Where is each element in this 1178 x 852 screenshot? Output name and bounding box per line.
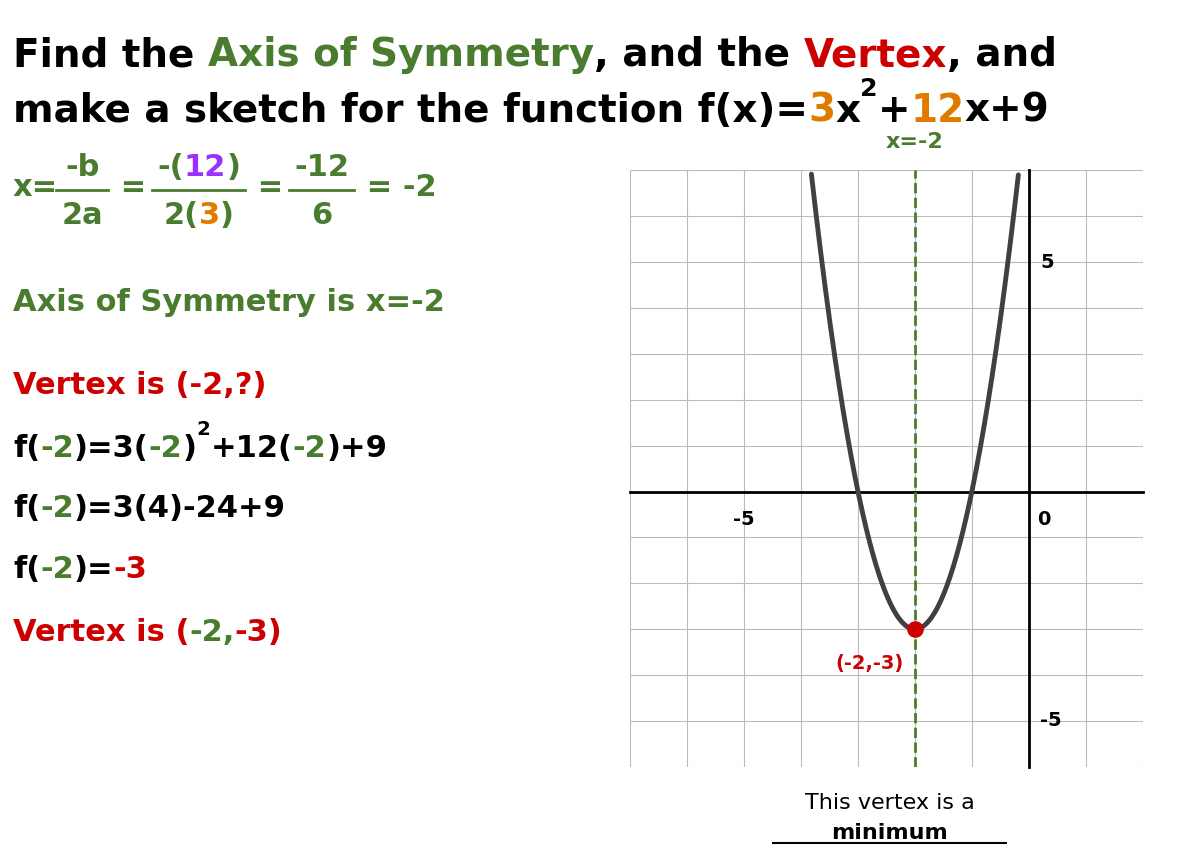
Text: , and: , and <box>947 37 1057 74</box>
Text: 2: 2 <box>197 420 211 439</box>
Text: =: = <box>247 173 294 202</box>
Text: -b: -b <box>65 153 99 182</box>
Text: 12: 12 <box>911 92 965 130</box>
Text: =: = <box>111 173 157 202</box>
Text: = -2: = -2 <box>356 173 437 202</box>
Text: 3: 3 <box>808 92 835 130</box>
Text: Vertex is (: Vertex is ( <box>13 618 190 647</box>
Text: +: + <box>878 92 911 130</box>
Text: -3): -3) <box>234 618 283 647</box>
Text: f(: f( <box>13 494 40 523</box>
Text: -2: -2 <box>148 434 183 463</box>
Text: -2: -2 <box>40 555 74 584</box>
Text: Vertex is (-2,?): Vertex is (-2,?) <box>13 371 266 400</box>
Text: -2,: -2, <box>190 618 234 647</box>
Text: , and the: , and the <box>594 37 803 74</box>
Text: ): ) <box>220 201 233 230</box>
Text: -5: -5 <box>1040 711 1061 730</box>
Text: Find the: Find the <box>13 37 207 74</box>
Text: )=3(: )=3( <box>74 434 148 463</box>
Text: x=: x= <box>13 173 58 202</box>
Text: Axis of Symmetry is x=-2: Axis of Symmetry is x=-2 <box>13 288 445 317</box>
Text: minimum: minimum <box>830 823 948 843</box>
Text: f(: f( <box>13 434 40 463</box>
Text: This vertex is a: This vertex is a <box>805 792 974 813</box>
Text: -2: -2 <box>40 434 74 463</box>
Text: ): ) <box>183 434 197 463</box>
Text: 2a: 2a <box>61 201 102 230</box>
Text: 3: 3 <box>199 201 220 230</box>
Text: -(: -( <box>157 153 184 182</box>
Text: 0: 0 <box>1038 509 1051 529</box>
Text: (-2,-3): (-2,-3) <box>835 654 904 673</box>
Text: +12(: +12( <box>211 434 292 463</box>
Text: x+9: x+9 <box>965 92 1050 130</box>
Point <box>906 622 925 636</box>
Text: 6: 6 <box>311 201 332 230</box>
Text: -12: -12 <box>294 153 349 182</box>
Text: 2: 2 <box>860 78 878 101</box>
Text: -2: -2 <box>292 434 326 463</box>
Text: 2(: 2( <box>164 201 199 230</box>
Text: ): ) <box>226 153 240 182</box>
Text: -2: -2 <box>40 494 74 523</box>
Text: make a sketch for the function f(x)=: make a sketch for the function f(x)= <box>13 92 808 130</box>
Text: )=: )= <box>74 555 113 584</box>
Text: Axis of Symmetry: Axis of Symmetry <box>207 37 594 74</box>
Text: Vertex: Vertex <box>803 37 947 74</box>
Text: x: x <box>835 92 860 130</box>
Text: )+9: )+9 <box>326 434 388 463</box>
Text: x=-2: x=-2 <box>886 132 944 152</box>
Text: -3: -3 <box>113 555 147 584</box>
Text: 12: 12 <box>184 153 226 182</box>
Text: f(: f( <box>13 555 40 584</box>
Text: )=3(4)-24+9: )=3(4)-24+9 <box>74 494 286 523</box>
Text: -5: -5 <box>733 509 755 529</box>
Text: 5: 5 <box>1040 253 1054 272</box>
